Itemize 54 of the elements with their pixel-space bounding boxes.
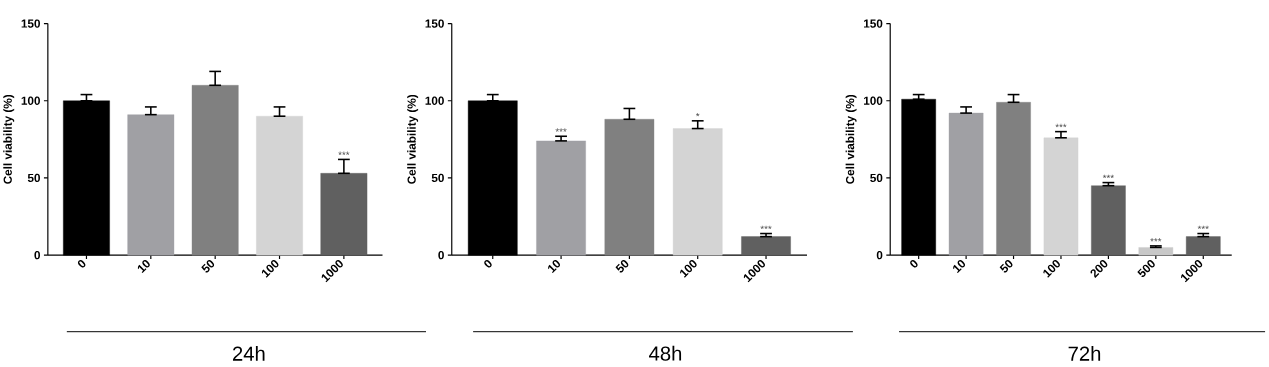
x-tick-label: 200: [1090, 260, 1108, 278]
y-tick-label: 100: [864, 96, 883, 105]
x-tick-label: 100: [680, 260, 697, 278]
y-tick-label: 50: [431, 173, 444, 183]
bar: [191, 85, 239, 256]
x-tick-label: 500: [1137, 260, 1155, 278]
y-tick-label: 150: [425, 19, 444, 28]
bar: [256, 115, 303, 256]
y-axis-title: Cell viability (%): [3, 94, 15, 184]
bar: [1043, 137, 1079, 256]
x-axis-title: 24h: [232, 345, 265, 361]
bar: [127, 114, 175, 256]
annotation: ***: [1197, 225, 1209, 230]
y-tick-label: 50: [870, 173, 883, 183]
bar: [1138, 247, 1174, 256]
x-tick-label: 50: [999, 260, 1013, 273]
y-tick-label: 150: [21, 19, 40, 28]
bar: [320, 173, 368, 256]
bar: [948, 112, 984, 256]
x-tick-label: 10: [137, 260, 150, 274]
x-tick-label: 100: [1043, 260, 1060, 278]
y-axis-title: Cell viability (%): [407, 94, 419, 184]
annotation: ***: [1055, 123, 1067, 128]
x-tick-label: 10: [953, 260, 966, 274]
x-tick-label: 50: [615, 260, 629, 273]
y-tick-label: 0: [438, 250, 444, 260]
y-tick-label: 50: [27, 173, 40, 183]
annotation: ***: [760, 225, 772, 230]
annotation: ***: [555, 128, 567, 132]
x-axis-title: 72h: [1068, 345, 1101, 361]
bar: [604, 119, 655, 256]
x-tick-label: 50: [201, 260, 215, 273]
y-tick-label: 150: [864, 19, 883, 28]
x-tick-label: 10: [548, 260, 561, 274]
bar: [996, 102, 1031, 256]
y-tick-label: 0: [34, 250, 40, 260]
x-tick-label: 0: [77, 260, 86, 268]
y-tick-label: 100: [21, 96, 40, 105]
x-tick-label: 0: [910, 260, 918, 268]
bar: [536, 140, 586, 256]
bar: [1091, 185, 1126, 256]
x-axis-title: 48h: [649, 345, 682, 361]
bar: [1185, 236, 1221, 256]
annotation: ***: [1102, 174, 1114, 179]
annotation: ***: [1150, 237, 1162, 242]
annotation: ***: [338, 151, 350, 155]
y-tick-label: 100: [425, 96, 444, 105]
bar: [741, 236, 791, 256]
bar: [672, 128, 723, 256]
y-tick-label: 0: [876, 250, 883, 260]
x-tick-label: 0: [484, 260, 492, 268]
annotation: *: [695, 112, 700, 117]
y-axis-title: Cell viability (%): [845, 94, 857, 184]
x-tick-label: 100: [261, 260, 279, 278]
